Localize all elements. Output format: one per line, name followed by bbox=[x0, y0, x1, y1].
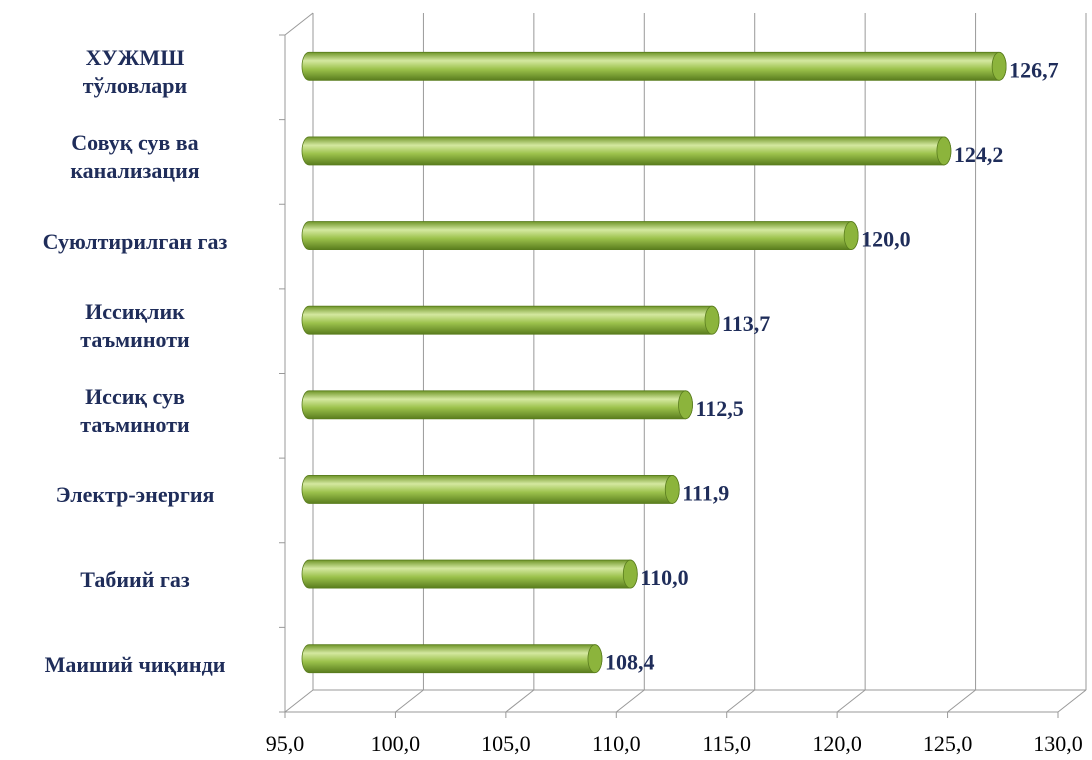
value-label: 112,5 bbox=[696, 396, 744, 421]
category-label: Иссиқлик таъминоти bbox=[80, 299, 190, 353]
bar bbox=[301, 305, 720, 335]
bar bbox=[301, 559, 638, 589]
bar-cap bbox=[622, 559, 638, 589]
category-label: Совуқ сув ва канализация bbox=[70, 129, 200, 183]
bar-cap bbox=[991, 51, 1007, 81]
value-label: 126,7 bbox=[1009, 57, 1059, 82]
x-tick-label: 105,0 bbox=[481, 731, 531, 756]
bar bbox=[301, 644, 603, 674]
left-wall bbox=[284, 12, 314, 36]
bar-cap bbox=[678, 390, 693, 420]
category-label: Маиший чиқинди bbox=[44, 651, 226, 677]
value-label: 111,9 bbox=[682, 480, 729, 505]
x-tick-label: 125,0 bbox=[923, 731, 973, 756]
x-tick-label: 95,0 bbox=[266, 731, 305, 756]
bar bbox=[301, 51, 1007, 81]
bar bbox=[301, 475, 680, 504]
bar-cap bbox=[936, 136, 952, 166]
category-label: Электр-энергия bbox=[55, 482, 215, 508]
bar-cap bbox=[843, 221, 859, 250]
bar bbox=[301, 390, 693, 420]
bar bbox=[301, 136, 952, 166]
category-label: Табиий газ bbox=[80, 567, 190, 593]
category-label: Суюлтирилган газ bbox=[42, 228, 228, 254]
floor-grid-line bbox=[615, 689, 645, 713]
value-label: 108,4 bbox=[605, 650, 655, 675]
x-tick-label: 130,0 bbox=[1033, 731, 1083, 756]
x-tick-label: 120,0 bbox=[812, 731, 862, 756]
value-label: 124,2 bbox=[954, 142, 1004, 167]
value-label: 110,0 bbox=[640, 565, 688, 590]
floor-grid-line bbox=[947, 689, 976, 713]
bar bbox=[301, 221, 859, 250]
x-tick-label: 110,0 bbox=[592, 731, 641, 756]
floor-grid-line bbox=[395, 689, 424, 713]
category-label: Иссиқ сув таъминоти bbox=[80, 383, 190, 437]
bar-cap bbox=[587, 644, 603, 674]
x-tick-label: 100,0 bbox=[371, 731, 421, 756]
floor-grid-line bbox=[505, 689, 535, 713]
floor-grid-line bbox=[1057, 689, 1087, 713]
floor-grid-line bbox=[836, 689, 866, 713]
category-label: ХУЖМШ тўловлари bbox=[82, 45, 188, 99]
floor-grid-line bbox=[284, 689, 314, 713]
bar-cap bbox=[664, 475, 680, 504]
value-label: 120,0 bbox=[861, 227, 911, 252]
floor-grid-line bbox=[726, 689, 756, 713]
bar-cap bbox=[704, 305, 720, 335]
value-label: 113,7 bbox=[722, 311, 770, 336]
x-tick-label: 115,0 bbox=[702, 731, 751, 756]
